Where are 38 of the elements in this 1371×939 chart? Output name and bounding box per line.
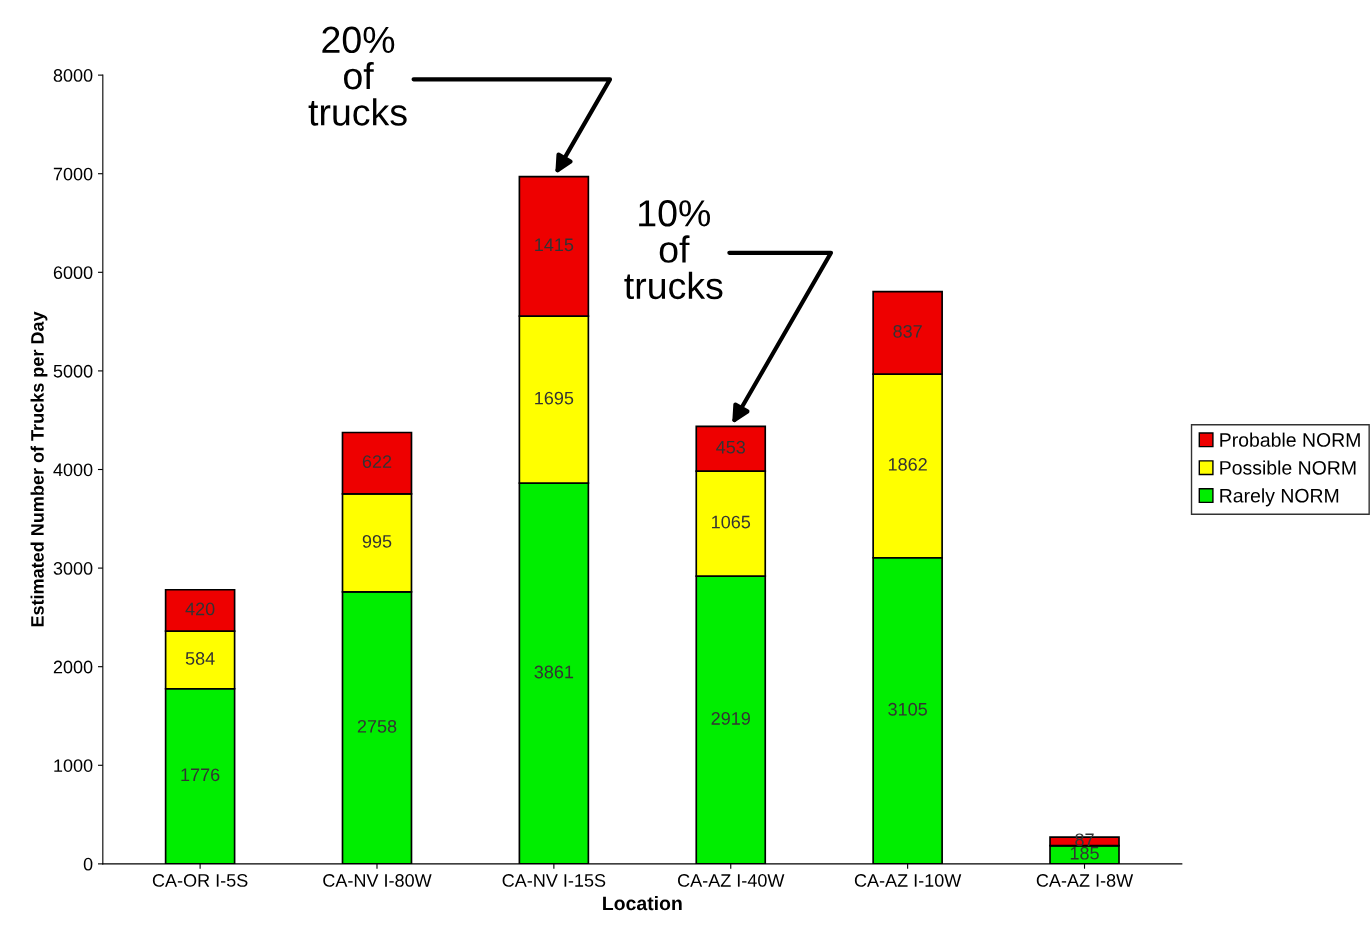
x-tick-label: CA-AZ I-8W [1036, 874, 1134, 887]
data-label: 1415 [535, 238, 574, 252]
data-label: 420 [185, 602, 215, 616]
data-label: 584 [185, 652, 215, 665]
data-label: 185 [1070, 846, 1099, 860]
x-tick-label: CA-AZ I-40W [678, 874, 785, 887]
data-label: 1776 [181, 768, 220, 782]
data-label: 2758 [357, 719, 397, 733]
legend-label: Probable NORM [1220, 432, 1360, 447]
y-tick-label: 2000 [53, 660, 93, 674]
y-tick-label: 3000 [53, 562, 93, 575]
annotation: 20% of trucks [308, 26, 407, 126]
x-tick-label: CA-NV I-80W [323, 874, 432, 887]
y-tick-label: 0 [83, 857, 93, 871]
data-label: 995 [362, 534, 392, 548]
data-label: 622 [362, 455, 392, 469]
data-label: 837 [893, 324, 922, 338]
y-tick-label: 1000 [54, 759, 93, 773]
y-axis-title: Estimated Number of Trucks per Day [30, 311, 48, 627]
y-tick-label: 6000 [53, 266, 93, 280]
data-label: 1695 [535, 391, 574, 405]
legend-label: Possible NORM [1220, 460, 1356, 475]
data-label: 3861 [534, 665, 574, 679]
legend-label: Rarely NORM [1220, 488, 1339, 507]
y-tick-label: 8000 [53, 69, 93, 82]
y-tick-label: 7000 [53, 167, 93, 181]
data-label: 1065 [712, 515, 751, 529]
data-label: 2919 [711, 712, 750, 725]
x-tick-label: CA-OR I-5S [152, 874, 248, 887]
y-tick-label: 4000 [53, 463, 93, 477]
data-label: 453 [716, 440, 746, 454]
annotation: 10% of trucks [624, 200, 723, 300]
data-label: 3105 [888, 702, 927, 716]
x-tick-label: CA-AZ I-10W [854, 874, 962, 887]
x-tick-label: CA-NV I-15S [502, 874, 606, 887]
data-label: 1862 [888, 458, 927, 471]
y-tick-label: 5000 [53, 364, 93, 378]
x-axis-title: Location [603, 895, 682, 911]
